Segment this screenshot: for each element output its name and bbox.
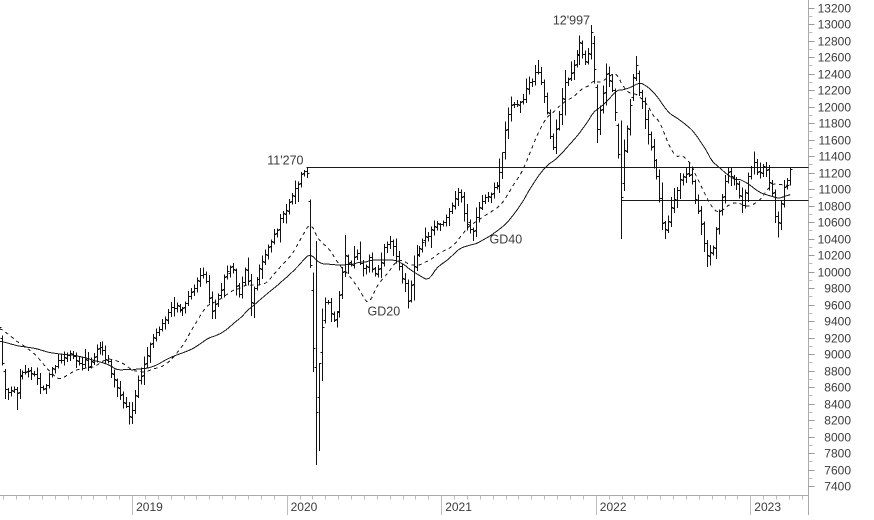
svg-text:12000: 12000 (818, 101, 852, 115)
svg-text:8800: 8800 (824, 365, 851, 379)
svg-text:10200: 10200 (818, 249, 852, 263)
svg-text:13000: 13000 (818, 18, 852, 32)
svg-text:8000: 8000 (824, 431, 851, 445)
svg-text:11800: 11800 (819, 117, 852, 131)
svg-text:12400: 12400 (818, 68, 852, 82)
svg-text:10400: 10400 (818, 233, 852, 247)
svg-text:2023: 2023 (754, 500, 781, 514)
svg-text:GD20: GD20 (368, 305, 401, 319)
svg-text:11000: 11000 (819, 183, 852, 197)
svg-text:10600: 10600 (818, 216, 852, 230)
svg-text:2022: 2022 (600, 500, 627, 514)
svg-text:9400: 9400 (824, 315, 851, 329)
svg-text:9800: 9800 (824, 282, 851, 296)
svg-text:13200: 13200 (818, 2, 852, 16)
svg-text:8200: 8200 (824, 414, 851, 428)
svg-text:10800: 10800 (818, 200, 852, 214)
svg-text:GD40: GD40 (490, 233, 523, 247)
svg-text:8400: 8400 (824, 398, 851, 412)
svg-text:7600: 7600 (824, 464, 851, 478)
svg-text:11400: 11400 (819, 150, 852, 164)
svg-text:8600: 8600 (824, 381, 851, 395)
svg-text:9600: 9600 (824, 299, 851, 313)
svg-text:12200: 12200 (818, 84, 852, 98)
svg-text:12'997: 12'997 (553, 14, 590, 28)
svg-text:11'270: 11'270 (267, 154, 303, 168)
svg-text:9000: 9000 (824, 348, 851, 362)
svg-text:7400: 7400 (824, 480, 851, 494)
svg-text:11200: 11200 (819, 167, 852, 181)
svg-text:12600: 12600 (818, 51, 852, 65)
svg-text:11600: 11600 (819, 134, 852, 148)
svg-text:2019: 2019 (136, 500, 163, 514)
svg-text:9200: 9200 (824, 332, 851, 346)
svg-text:12800: 12800 (818, 35, 852, 49)
svg-text:2021: 2021 (445, 500, 472, 514)
svg-text:2020: 2020 (291, 500, 318, 514)
svg-text:10000: 10000 (818, 266, 852, 280)
svg-text:7800: 7800 (824, 447, 851, 461)
